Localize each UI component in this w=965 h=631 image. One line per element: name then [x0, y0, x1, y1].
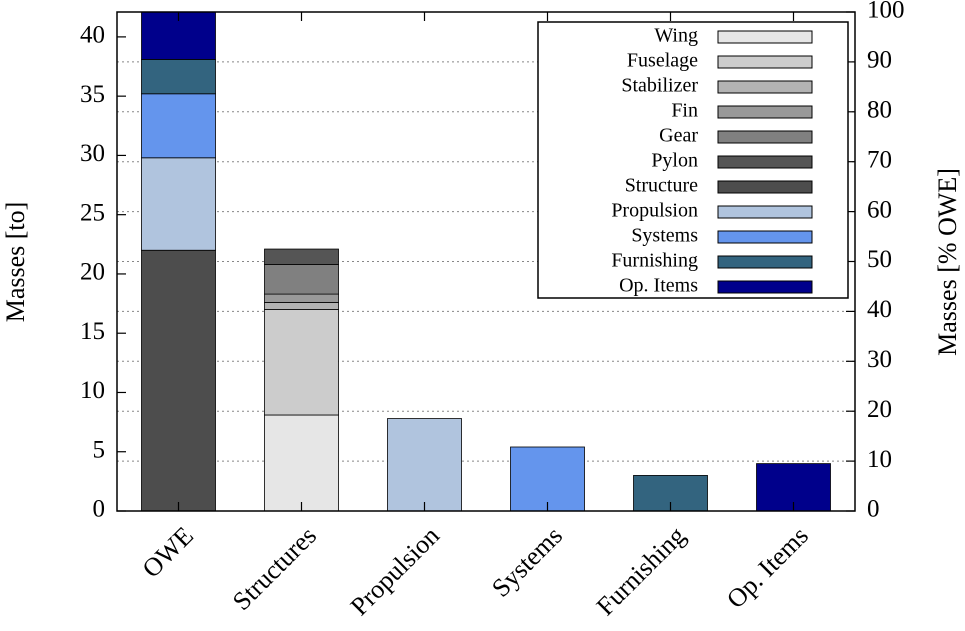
x-tick-label: Systems [486, 521, 568, 603]
legend-label: Stabilizer [621, 75, 698, 97]
bar-segment [264, 248, 339, 265]
legend-swatch [717, 30, 813, 44]
legend-swatch [717, 55, 813, 69]
plot-frame [116, 11, 856, 512]
bar-segment [510, 446, 585, 512]
x-tick-label: Op. Items [721, 521, 814, 614]
bar-segment [141, 157, 216, 251]
y-tick-label: 25 [80, 199, 105, 226]
bar-segment [264, 414, 339, 512]
y2-tick-label: 20 [867, 396, 892, 423]
legend-swatch [717, 105, 813, 119]
y-tick-label: 0 [93, 496, 106, 523]
legend-label: Op. Items [619, 275, 698, 297]
legend-swatch [717, 205, 813, 219]
legend-label: Fuselage [627, 50, 698, 72]
legend-label: Propulsion [611, 200, 698, 222]
y-tick-label: 10 [80, 377, 105, 404]
y2-tick-label: 10 [867, 446, 892, 473]
legend-label: Gear [659, 125, 698, 147]
legend-label: Structure [625, 175, 698, 197]
bar-segment [141, 93, 216, 159]
y-tick-label: 35 [80, 81, 105, 108]
bar-segment [264, 293, 339, 303]
x-tick-label: Propulsion [345, 521, 445, 621]
y-tick-label: 5 [93, 436, 106, 463]
legend-label: Fin [671, 100, 698, 122]
legend-label: Wing [654, 25, 698, 47]
x-tick-label: Structures [227, 521, 322, 616]
y-tick-label: 15 [80, 318, 105, 345]
y2-tick-label: 50 [867, 246, 892, 273]
x-tick-label: OWE [137, 521, 199, 583]
bar-segment [264, 309, 339, 416]
y2-tick-label: 90 [867, 47, 892, 74]
y2-tick-label: 0 [867, 496, 880, 523]
legend-swatch [717, 230, 813, 244]
y2-tick-label: 100 [867, 0, 905, 24]
legend-label: Systems [631, 225, 698, 247]
legend-swatch [717, 130, 813, 144]
legend-swatch [717, 280, 813, 294]
legend-label: Furnishing [611, 250, 698, 272]
y-tick-label: 20 [80, 259, 105, 286]
bar-segment [387, 418, 462, 512]
bar-segment [141, 249, 216, 512]
y-tick-label: 30 [80, 140, 105, 167]
bar-segment [141, 59, 216, 95]
y2-tick-label: 60 [867, 196, 892, 223]
bar-segment [264, 301, 339, 310]
legend-swatch [717, 255, 813, 269]
y2-tick-label: 40 [867, 296, 892, 323]
bar-segment [264, 264, 339, 295]
legend-swatch [717, 180, 813, 194]
legend-swatch [717, 155, 813, 169]
y2-axis-label: Masses [% OWE] [933, 168, 962, 356]
y-axis-label: Masses [to] [1, 202, 30, 323]
legend-label: Pylon [651, 150, 698, 172]
y2-tick-label: 70 [867, 146, 892, 173]
legend-swatch [717, 80, 813, 94]
y2-tick-label: 80 [867, 97, 892, 124]
y-tick-label: 40 [80, 22, 105, 49]
y2-tick-label: 30 [867, 346, 892, 373]
x-tick-label: Furnishing [591, 521, 691, 621]
